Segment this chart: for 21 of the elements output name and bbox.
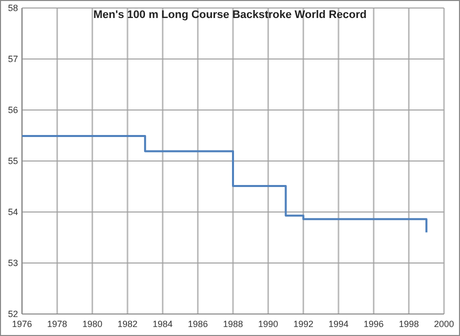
chart-title: Men's 100 m Long Course Backstroke World Record <box>93 9 367 21</box>
x-tick-label: 1988 <box>222 319 244 329</box>
x-tick-label: 1984 <box>152 319 173 329</box>
x-tick-label: 2000 <box>434 319 454 329</box>
y-tick-label: 56 <box>8 105 18 116</box>
y-tick-label: 53 <box>8 258 18 268</box>
x-tick-label: 1998 <box>398 319 419 329</box>
x-tick-label: 1982 <box>117 319 138 329</box>
x-tick-label: 1996 <box>364 319 384 329</box>
x-tick-label: 1978 <box>47 319 68 329</box>
y-tick-label: 57 <box>8 54 18 64</box>
y-tick-label: 54 <box>8 207 18 218</box>
x-tick-label: 1994 <box>328 319 349 329</box>
x-tick-label: 1990 <box>258 319 278 329</box>
x-tick-label: 1986 <box>188 319 208 329</box>
x-tick-label: 1976 <box>12 319 32 329</box>
x-tick-label: 1992 <box>293 319 314 329</box>
x-tick-label: 1980 <box>82 319 102 329</box>
y-tick-label: 58 <box>8 3 18 14</box>
y-tick-label: 55 <box>8 156 18 166</box>
y-tick-label: 52 <box>8 309 18 320</box>
